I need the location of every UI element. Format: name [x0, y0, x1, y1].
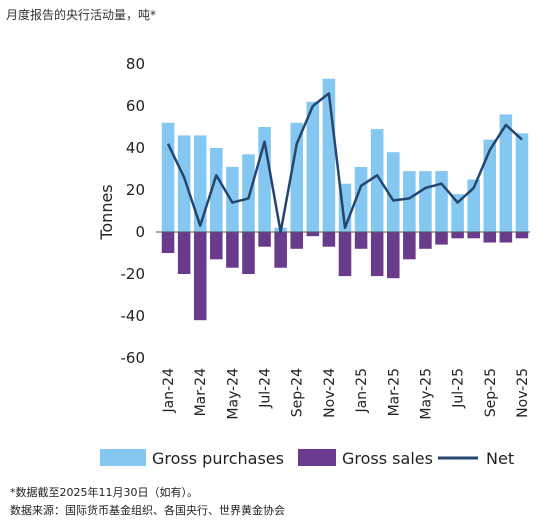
bar-purchase-Oct-24 — [306, 101, 320, 232]
x-tick-label: Sep-24 — [290, 368, 306, 417]
bar-sale-Apr-25 — [403, 232, 416, 260]
legend-swatch-purchases — [100, 449, 146, 466]
bar-purchase-Aug-25 — [467, 179, 480, 232]
bar-purchase-Mar-25 — [386, 152, 400, 232]
x-axis-ticks: Jan-24 Mar-24 May-24 Jul-24 Sep-24 Nov-24 Jan-… — [161, 368, 531, 420]
y-tick-label: -20 — [121, 265, 146, 283]
bar-sale-Dec-24 — [338, 232, 352, 277]
bar-purchase-Jun-24 — [242, 154, 255, 232]
bar-purchase-Apr-24 — [210, 148, 223, 232]
chart-title: 月度报告的央行活动量，吨* — [6, 8, 157, 22]
bar-sale-Oct-25 — [499, 232, 513, 243]
bar-sale-Jan-25 — [354, 232, 368, 249]
bar-sale-Apr-24 — [210, 232, 223, 260]
bar-purchase-Mar-24 — [193, 135, 207, 232]
bar-sale-Jun-24 — [242, 232, 255, 274]
x-tick-label: May-25 — [418, 368, 434, 420]
x-tick-label: Nov-24 — [322, 368, 338, 418]
footnote-source: 数据来源：国际货币基金组织、各国央行、世界黄金协会 — [10, 504, 285, 517]
x-tick-label: Jul-25 — [451, 368, 467, 409]
bar-sale-Mar-24 — [193, 232, 207, 321]
bar-sale-Jul-24 — [258, 232, 271, 247]
bar-sale-Jul-25 — [451, 232, 464, 239]
bar-sale-Feb-25 — [370, 232, 384, 277]
y-axis-label: Tonnes — [97, 184, 116, 240]
y-tick-label: 0 — [135, 223, 145, 241]
bar-purchase-Apr-25 — [403, 171, 416, 232]
x-tick-label: Nov-25 — [515, 368, 531, 418]
bar-purchase-Jun-25 — [435, 171, 448, 232]
bar-purchase-May-25 — [419, 171, 432, 232]
legend-label-sales: Gross sales — [342, 449, 433, 468]
x-tick-label: Jan-25 — [354, 368, 370, 413]
bar-sale-Nov-25 — [515, 232, 529, 239]
bar-sale-Nov-24 — [322, 232, 336, 247]
legend-label-net: Net — [486, 449, 514, 468]
y-axis-ticks: 80 60 40 20 0 -20 -40 -60 — [121, 55, 146, 367]
bar-sale-Feb-24 — [177, 232, 191, 274]
y-tick-label: 80 — [126, 55, 145, 73]
bar-purchase-Feb-25 — [370, 129, 384, 232]
bars-gross-sales — [161, 232, 529, 321]
bar-purchase-Oct-25 — [499, 114, 513, 232]
y-tick-label: 40 — [126, 139, 145, 157]
x-tick-label: Sep-25 — [483, 368, 499, 417]
bar-sale-Oct-24 — [306, 232, 320, 237]
x-tick-label: Mar-24 — [193, 368, 209, 416]
bar-purchase-Nov-25 — [515, 133, 529, 232]
bar-sale-Jun-25 — [435, 232, 448, 245]
bar-sale-Jan-24 — [161, 232, 175, 253]
bar-sale-May-25 — [419, 232, 432, 249]
x-tick-label: Mar-25 — [386, 368, 402, 416]
bar-sale-Sep-24 — [290, 232, 304, 249]
bar-sale-Mar-25 — [386, 232, 400, 279]
bar-purchase-Sep-25 — [483, 139, 497, 232]
bar-purchase-Jan-24 — [161, 122, 175, 232]
net-line — [166, 92, 523, 234]
x-tick-label: May-24 — [225, 368, 241, 420]
bar-purchase-Sep-24 — [290, 122, 304, 232]
y-tick-label: -60 — [121, 349, 146, 367]
bar-purchase-May-24 — [226, 166, 239, 232]
bars-gross-purchases — [161, 78, 529, 232]
bar-sale-May-24 — [226, 232, 239, 268]
x-tick-label: Jan-24 — [161, 368, 177, 414]
bar-sale-Aug-24 — [274, 232, 287, 268]
bar-sale-Aug-25 — [467, 232, 480, 239]
legend-swatch-sales — [298, 449, 336, 466]
footnote-date: *数据截至2025年11月30日（如有）。 — [10, 486, 198, 499]
chart: 80 60 40 20 0 -20 -40 -60 Jan-24 Mar-24 May-24 Jul… — [97, 55, 531, 468]
legend-label-purchases: Gross purchases — [152, 449, 284, 468]
bar-purchase-Jul-25 — [451, 194, 464, 232]
y-tick-label: 60 — [126, 97, 145, 115]
x-tick-label: Jul-24 — [258, 368, 274, 409]
y-tick-label: -40 — [121, 307, 146, 325]
bar-purchase-Feb-24 — [177, 135, 191, 232]
y-tick-label: 20 — [126, 181, 145, 199]
legend: Gross purchases Gross sales Net — [100, 449, 514, 468]
bar-sale-Sep-25 — [483, 232, 497, 243]
